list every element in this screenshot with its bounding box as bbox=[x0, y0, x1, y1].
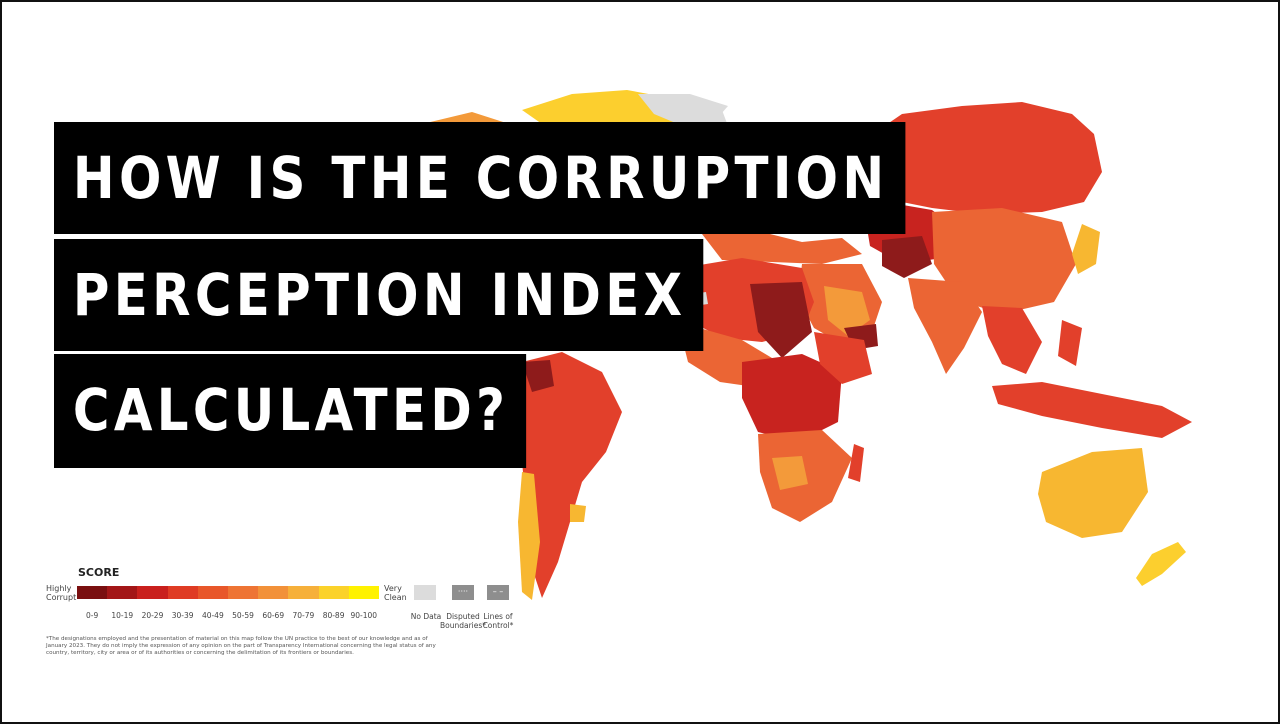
venezuela-region bbox=[522, 360, 554, 392]
legend-range-label: 80-89 bbox=[322, 611, 345, 620]
australia-region bbox=[1038, 448, 1148, 538]
russia-region bbox=[852, 102, 1102, 214]
legend-swatch-0-9 bbox=[77, 586, 108, 599]
legend-low-label: Highly Corrupt bbox=[46, 584, 77, 602]
legend-range-label: 30-39 bbox=[171, 611, 194, 620]
legend-range-label: 40-49 bbox=[201, 611, 224, 620]
china-region bbox=[932, 208, 1076, 314]
legend-swatch-90-100 bbox=[348, 586, 379, 599]
japan-region bbox=[1072, 224, 1100, 274]
legend-swatch-50-59 bbox=[227, 586, 259, 599]
uruguay-region bbox=[570, 504, 586, 522]
southeast-asia-region bbox=[982, 306, 1042, 374]
legend-range-ticks: 0-9 10-19 20-29 30-39 40-49 50-59 60-69 70-79 80… bbox=[77, 611, 379, 620]
central-africa-region bbox=[742, 354, 842, 442]
legend-footnote: *The designations employed and the prese… bbox=[46, 636, 436, 656]
philippines-region bbox=[1058, 320, 1082, 366]
legend-high-label: Very Clean bbox=[384, 584, 407, 602]
lines-of-control-swatch: – – bbox=[487, 585, 509, 600]
legend-range-label: 90-100 bbox=[350, 611, 378, 620]
india-region bbox=[908, 278, 982, 374]
title-line-3: CALCULATED? bbox=[54, 354, 527, 468]
disputed-boundaries-label: Disputed Boundaries* bbox=[440, 612, 487, 630]
legend-heading: SCORE bbox=[78, 566, 120, 579]
legend-range-label: 20-29 bbox=[141, 611, 164, 620]
horn-of-africa-region bbox=[814, 332, 872, 384]
legend-swatch-80-89 bbox=[318, 586, 349, 599]
saudi-region bbox=[824, 286, 870, 336]
legend-swatch-20-29 bbox=[137, 586, 168, 599]
legend-range-label: 60-69 bbox=[262, 611, 285, 620]
southern-europe-region bbox=[702, 232, 862, 264]
legend-swatch-40-49 bbox=[197, 586, 228, 599]
legend-range-label: 70-79 bbox=[292, 611, 315, 620]
indonesia-region bbox=[992, 382, 1192, 438]
legend-swatch-70-79 bbox=[288, 586, 319, 599]
legend-color-scale bbox=[77, 586, 379, 599]
chile-region bbox=[518, 472, 540, 600]
title-line-1: HOW IS THE CORRUPTION bbox=[54, 122, 906, 234]
afghanistan-region bbox=[882, 236, 932, 278]
new-zealand-region bbox=[1136, 542, 1186, 586]
legend-range-label: 0-9 bbox=[85, 611, 99, 620]
map-legend: SCORE Highly Corrupt Very Clean 0-9 10-19… bbox=[46, 562, 526, 672]
legend-swatch-60-69 bbox=[258, 586, 289, 599]
disputed-boundaries-swatch: ···· bbox=[452, 585, 474, 600]
title-line-2: PERCEPTION INDEX bbox=[54, 239, 704, 351]
botswana-region bbox=[772, 456, 808, 490]
legend-swatch-10-19 bbox=[107, 586, 138, 599]
sahel-region bbox=[750, 282, 812, 358]
legend-swatch-30-39 bbox=[167, 586, 198, 599]
no-data-label: No Data bbox=[410, 612, 442, 621]
no-data-swatch bbox=[414, 585, 436, 600]
legend-range-label: 50-59 bbox=[232, 611, 254, 620]
madagascar-region bbox=[848, 444, 864, 482]
greenland-nodata bbox=[638, 94, 728, 124]
legend-range-label: 10-19 bbox=[111, 611, 134, 620]
lines-of-control-label: Lines of Control* bbox=[482, 612, 514, 630]
